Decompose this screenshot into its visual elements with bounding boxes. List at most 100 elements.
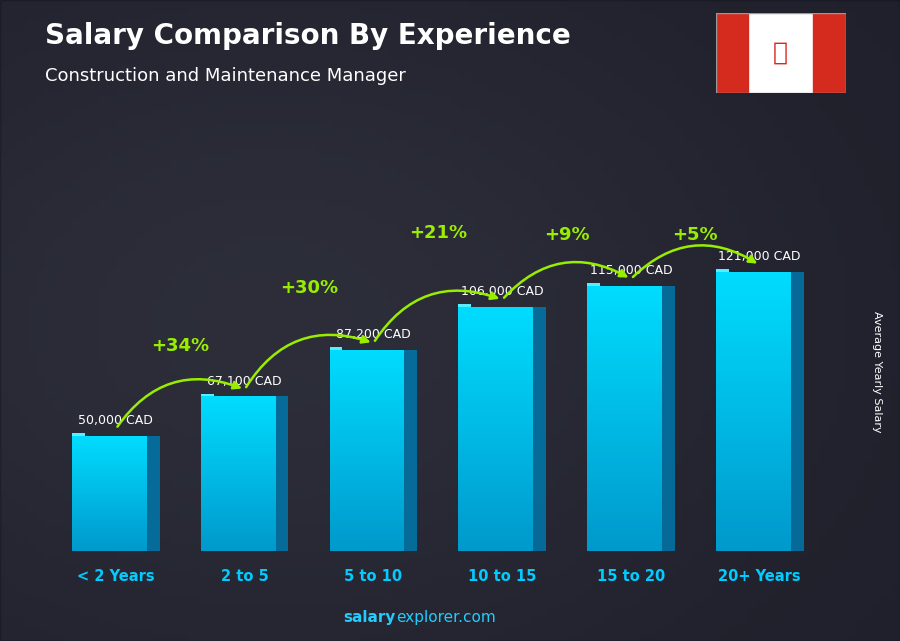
Bar <box>72 538 147 540</box>
Bar <box>458 462 533 465</box>
Bar <box>201 538 275 541</box>
Bar <box>587 445 662 449</box>
Bar <box>72 494 147 495</box>
Bar <box>329 377 404 380</box>
Bar <box>329 518 404 521</box>
Bar <box>329 440 404 444</box>
Text: Salary Comparison By Experience: Salary Comparison By Experience <box>45 22 571 51</box>
Bar <box>587 458 662 463</box>
Bar <box>72 520 147 522</box>
Polygon shape <box>404 350 418 551</box>
Bar <box>716 296 790 300</box>
Bar <box>458 380 533 384</box>
Bar <box>329 541 404 545</box>
Bar <box>587 392 662 396</box>
Bar <box>716 467 790 472</box>
Bar <box>72 474 147 476</box>
Bar <box>458 417 533 420</box>
Bar <box>329 538 404 541</box>
Bar <box>458 408 533 413</box>
Bar <box>716 486 790 491</box>
Bar <box>72 544 147 545</box>
Bar <box>201 458 275 461</box>
Bar <box>716 533 790 537</box>
Bar <box>587 512 662 516</box>
Polygon shape <box>147 436 159 551</box>
Bar <box>458 503 533 506</box>
Bar <box>329 410 404 413</box>
Text: 106,000 CAD: 106,000 CAD <box>461 285 544 298</box>
Bar <box>201 549 275 551</box>
Bar <box>201 430 275 433</box>
Bar <box>458 535 533 539</box>
Bar <box>458 360 533 363</box>
Bar <box>716 374 790 379</box>
Polygon shape <box>533 306 546 551</box>
Bar <box>587 348 662 352</box>
Bar <box>716 272 790 277</box>
Text: 🍁: 🍁 <box>773 41 788 65</box>
Text: Construction and Maintenance Manager: Construction and Maintenance Manager <box>45 67 406 85</box>
Bar <box>201 526 275 528</box>
Bar <box>716 495 790 500</box>
Bar <box>329 481 404 484</box>
Bar <box>201 546 275 549</box>
Bar <box>458 465 533 470</box>
Bar <box>201 453 275 456</box>
Bar <box>329 478 404 481</box>
Bar <box>72 495 147 497</box>
Bar <box>587 379 662 383</box>
Bar <box>716 481 790 486</box>
Polygon shape <box>329 347 418 350</box>
Bar <box>72 478 147 480</box>
Bar <box>329 353 404 357</box>
Bar <box>329 434 404 437</box>
Bar <box>201 410 275 412</box>
Bar <box>72 445 147 447</box>
Bar <box>72 526 147 528</box>
Bar <box>72 511 147 513</box>
Bar <box>329 394 404 397</box>
Bar <box>716 440 790 444</box>
Bar <box>329 380 404 383</box>
Bar <box>716 523 790 528</box>
Text: 20+ Years: 20+ Years <box>718 569 801 583</box>
Bar <box>587 476 662 481</box>
Bar <box>201 469 275 471</box>
Bar <box>72 476 147 478</box>
Bar <box>201 445 275 448</box>
Bar <box>329 420 404 424</box>
Bar <box>587 529 662 533</box>
Bar <box>716 300 790 304</box>
Bar <box>329 474 404 478</box>
Bar <box>716 514 790 519</box>
Bar <box>72 507 147 509</box>
Bar <box>72 480 147 482</box>
Bar <box>716 426 790 430</box>
Bar <box>587 441 662 445</box>
Bar <box>329 387 404 390</box>
Bar <box>716 547 790 551</box>
Bar <box>458 363 533 368</box>
Bar <box>587 494 662 498</box>
Bar <box>587 498 662 503</box>
Text: +30%: +30% <box>280 279 338 297</box>
Bar <box>458 384 533 388</box>
Bar <box>587 437 662 440</box>
Bar <box>329 357 404 360</box>
Bar <box>587 312 662 317</box>
Bar <box>716 379 790 384</box>
Bar <box>458 543 533 547</box>
Bar <box>201 513 275 515</box>
Bar <box>72 513 147 515</box>
Bar <box>587 370 662 374</box>
Bar <box>72 492 147 494</box>
Bar <box>458 482 533 486</box>
Bar <box>458 449 533 453</box>
Bar <box>329 451 404 454</box>
Bar <box>329 404 404 407</box>
Bar <box>201 487 275 489</box>
Bar <box>458 478 533 482</box>
Bar <box>587 410 662 414</box>
Bar <box>201 456 275 458</box>
